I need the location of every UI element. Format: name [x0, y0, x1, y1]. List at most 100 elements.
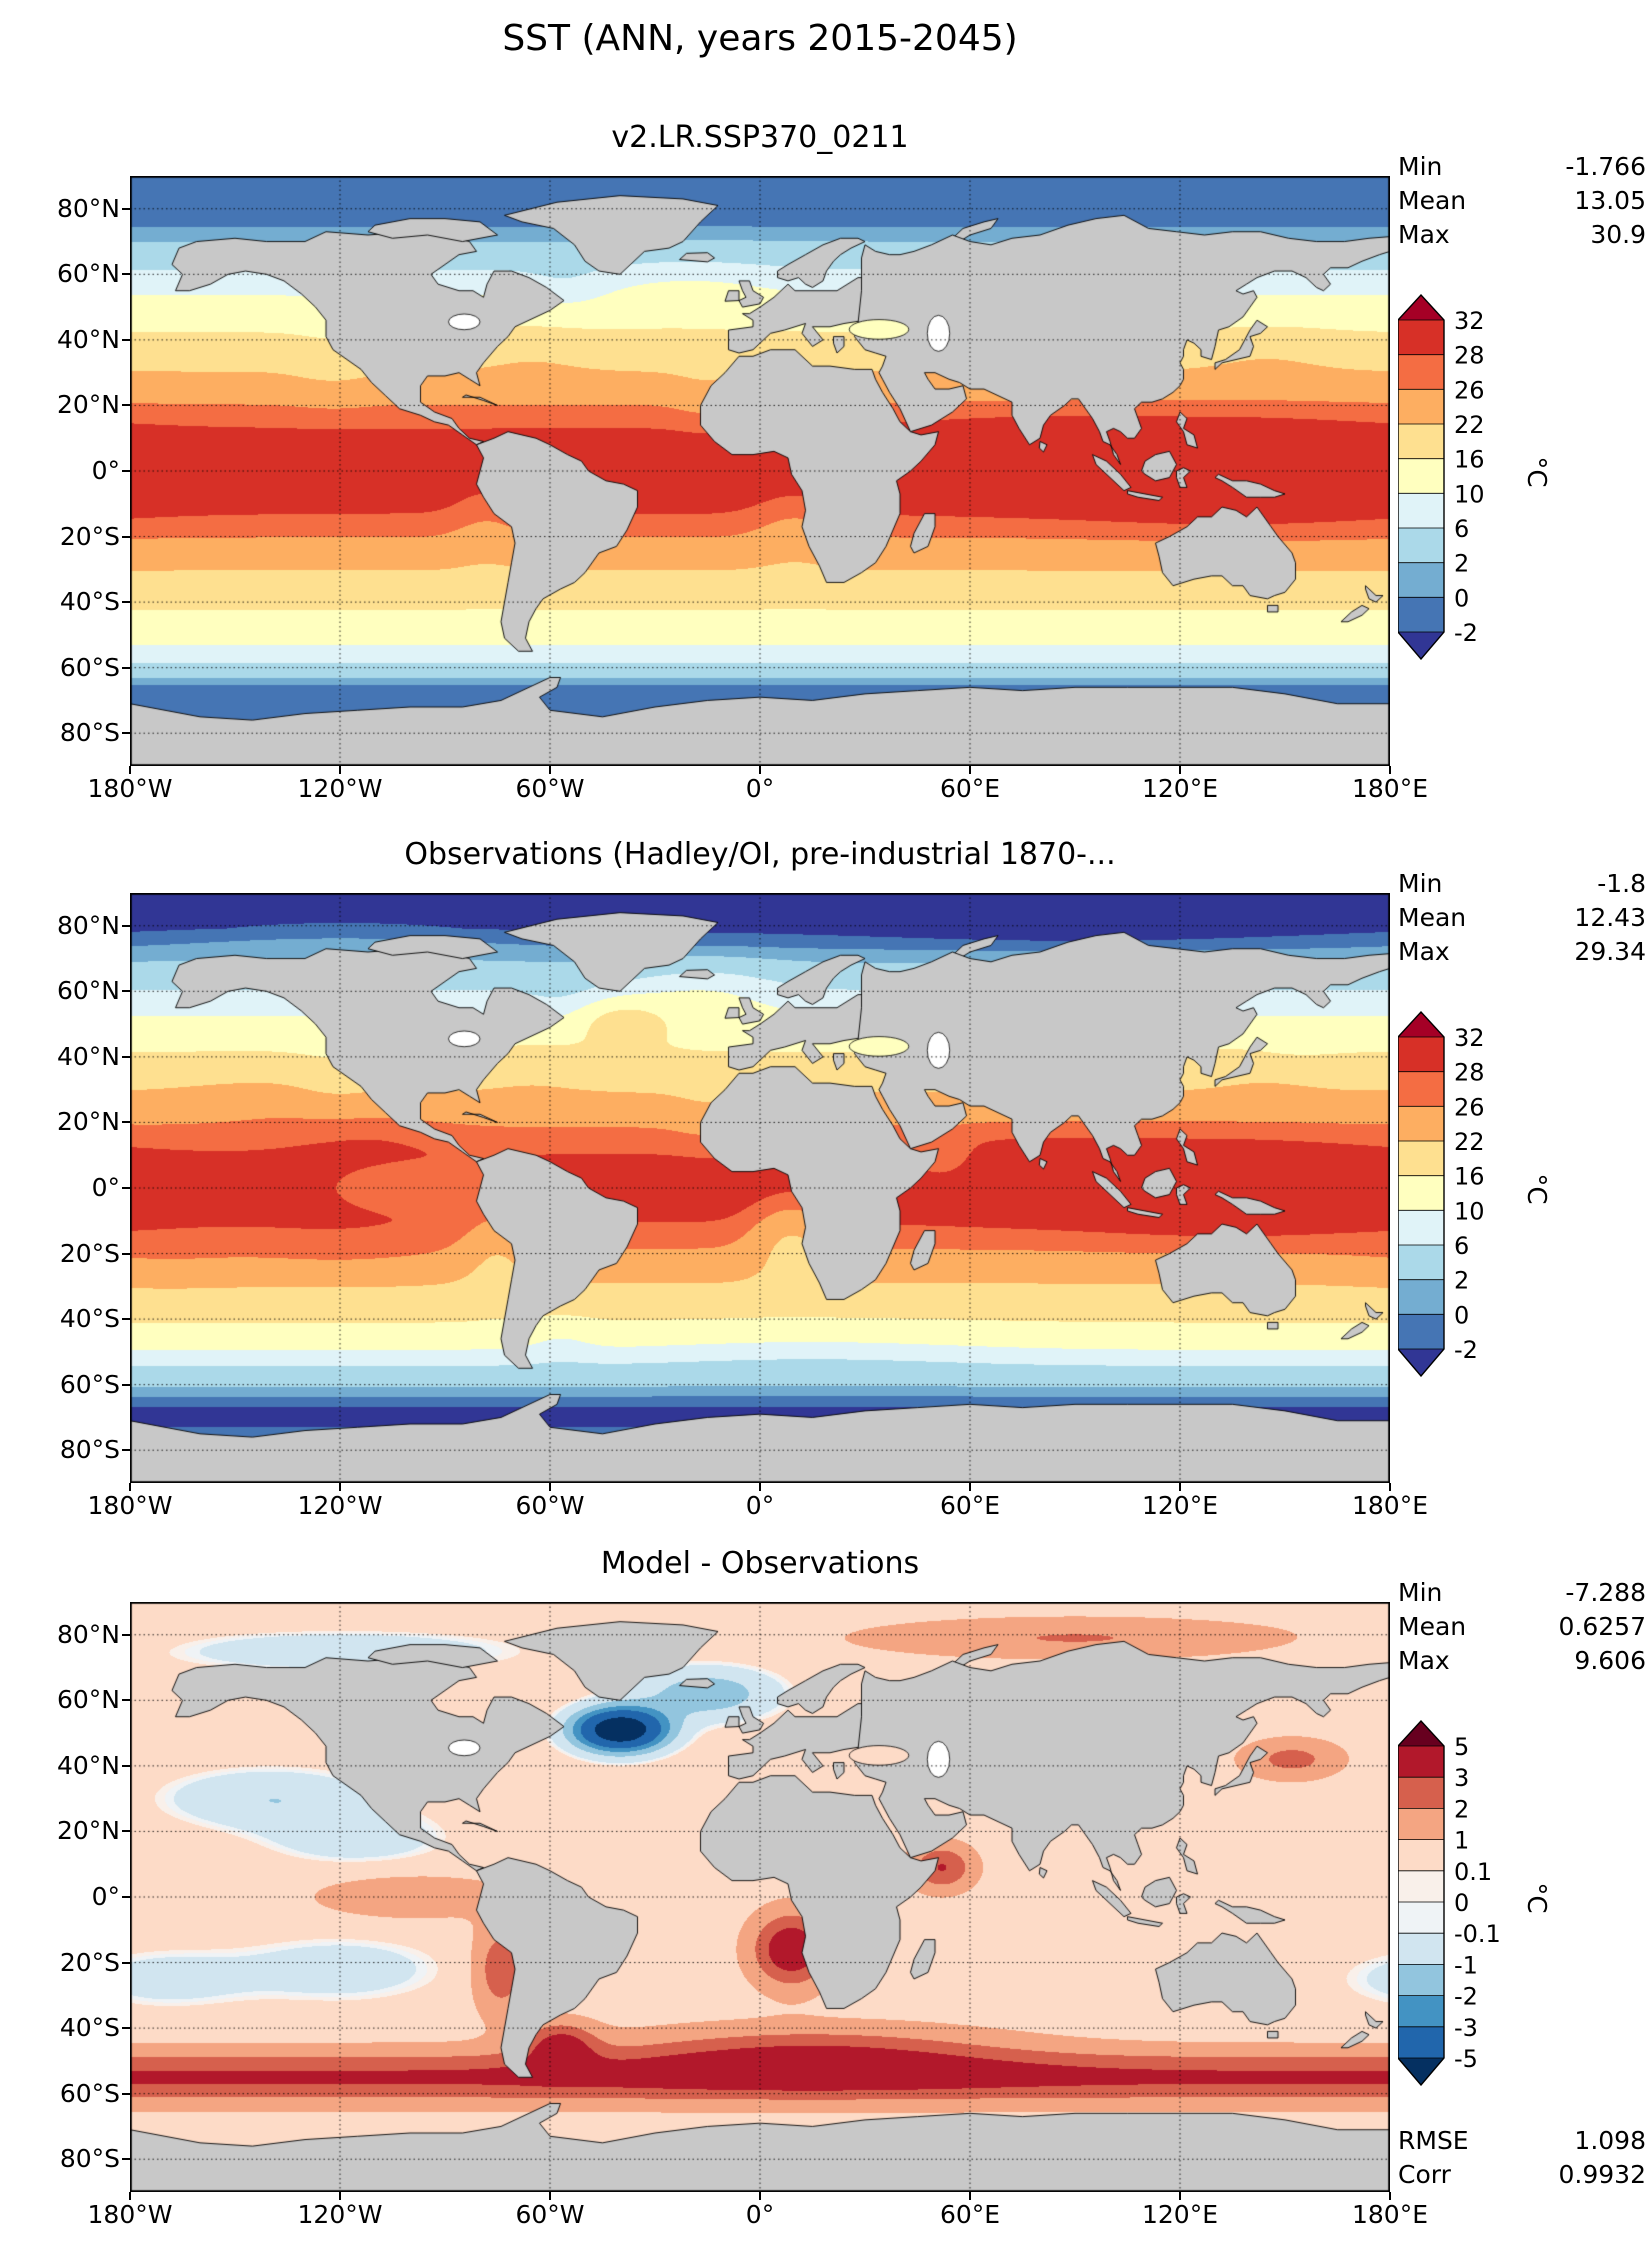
- x-tick-mark: [1389, 2192, 1391, 2200]
- y-tick-mark: [122, 207, 130, 210]
- y-tick-mark: [122, 338, 130, 341]
- colorbar-tick-label: 0: [1454, 584, 1469, 612]
- x-tick-label: 60°E: [939, 2200, 1001, 2229]
- stat-label: Max: [1398, 937, 1450, 966]
- metric-value: 0.9932: [1558, 2160, 1646, 2189]
- x-tick-mark: [1389, 766, 1391, 774]
- x-tick-label: 120°E: [1141, 2200, 1218, 2229]
- metric-value: 1.098: [1574, 2126, 1646, 2155]
- stat-label: Min: [1398, 1578, 1443, 1607]
- y-tick-label: 20°N: [56, 1816, 120, 1846]
- y-tick-mark: [122, 601, 130, 604]
- y-tick-label: 60°N: [56, 1685, 120, 1715]
- y-tick-label: 40°S: [59, 2013, 120, 2043]
- colorbar-svg: 5 3 2 1 0.1 0 -0.1 -1 -2 -3 -5: [1397, 1719, 1501, 2087]
- colorbar-tick-label: -3: [1454, 2014, 1478, 2042]
- x-tick-label: 180°W: [87, 774, 173, 803]
- x-tick-label: 60°W: [515, 2200, 585, 2229]
- x-tick-mark: [759, 1483, 761, 1491]
- colorbar-tick-label: -2: [1454, 1983, 1478, 2011]
- stat-min: Min -7.288: [1398, 1576, 1646, 1610]
- stat-max: Max 29.34: [1398, 935, 1646, 969]
- y-tick-mark: [122, 2158, 130, 2161]
- y-tick-mark: [122, 470, 130, 472]
- y-tick-mark: [122, 1961, 130, 1964]
- x-axis-difference: 180°W 120°W 60°W 0° 60°E 120°E 180°E: [88, 2200, 1428, 2234]
- colorbar-tick-label: 0.1: [1454, 1858, 1492, 1886]
- stat-value: 13.05: [1574, 186, 1646, 215]
- y-tick-mark: [122, 404, 130, 407]
- colorbar-tick-label: 0: [1454, 1301, 1469, 1329]
- colorbar-tick-label: -5: [1454, 2045, 1478, 2073]
- x-tick-mark: [549, 2192, 551, 2200]
- colorbar-tick-label: -2: [1454, 1336, 1478, 1364]
- x-tick-mark: [1179, 766, 1181, 774]
- metrics-block: RMSE 1.098 Corr 0.9932: [1398, 2124, 1646, 2192]
- stats-block-model: Min -1.766 Mean 13.05 Max 30.9: [1398, 150, 1646, 252]
- colorbar-tick-label: 28: [1454, 342, 1485, 370]
- x-tick-label: 60°W: [515, 774, 585, 803]
- y-tick-label: 0°: [91, 1882, 120, 1911]
- stat-mean: Mean 13.05: [1398, 184, 1646, 218]
- x-axis-observations: 180°W 120°W 60°W 0° 60°E 120°E 180°E: [88, 1491, 1428, 1525]
- panel-observations-title: Observations (Hadley/OI, pre-industrial …: [404, 837, 1116, 872]
- colorbar-tick-label: 26: [1454, 1093, 1485, 1121]
- y-tick-mark: [122, 2027, 130, 2030]
- x-tick-mark: [339, 2192, 341, 2200]
- y-tick-label: 60°N: [56, 976, 120, 1006]
- figure-title: SST (ANN, years 2015-2045): [502, 18, 1018, 59]
- map-canvas-observations: [130, 893, 1390, 1483]
- stat-mean: Mean 12.43: [1398, 901, 1646, 935]
- colorbar-tick-label: 16: [1454, 446, 1485, 474]
- colorbar-tick-label: 0: [1454, 1889, 1469, 1917]
- x-tick-label: 180°E: [1351, 2200, 1428, 2229]
- metric-label: Corr: [1398, 2160, 1451, 2189]
- colorbar-tick-label: 6: [1454, 515, 1469, 543]
- metric-label: RMSE: [1398, 2126, 1469, 2155]
- y-tick-mark: [122, 990, 130, 993]
- x-tick-label: 120°W: [297, 774, 383, 803]
- y-axis-observations: 80°N 60°N 40°N 20°N 0° 20°S 40°S 60°S 80°S: [0, 893, 120, 1483]
- x-tick-mark: [1389, 1483, 1391, 1491]
- y-tick-mark: [122, 1252, 130, 1255]
- map-plot-observations: 80°N 60°N 40°N 20°N 0° 20°S 40°S 60°S 80°S: [57, 893, 1391, 1491]
- x-tick-label: 0°: [745, 1491, 775, 1520]
- y-tick-label: 80°N: [56, 1619, 120, 1649]
- stat-label: Max: [1398, 220, 1450, 249]
- y-tick-label: 60°S: [59, 2078, 120, 2108]
- x-tick-mark: [549, 766, 551, 774]
- x-tick-label: 180°E: [1351, 774, 1428, 803]
- x-tick-mark: [759, 2192, 761, 2200]
- colorbar-tick-label: -1: [1454, 1951, 1478, 1979]
- x-tick-label: 0°: [745, 774, 775, 803]
- y-tick-label: 60°S: [59, 652, 120, 682]
- colorbar-tick-label: 1: [1454, 1827, 1469, 1855]
- stat-min: Min -1.8: [1398, 867, 1646, 901]
- stat-value: 12.43: [1574, 903, 1646, 932]
- colorbar-tick-label: 32: [1454, 1024, 1485, 1052]
- y-tick-label: 60°S: [59, 1369, 120, 1399]
- x-tick-mark: [969, 1483, 971, 1491]
- stats-block-observations: Min -1.8 Mean 12.43 Max 29.34: [1398, 867, 1646, 969]
- stat-label: Mean: [1398, 903, 1467, 932]
- y-tick-mark: [122, 1830, 130, 1833]
- stat-value: 0.6257: [1558, 1612, 1646, 1641]
- x-tick-label: 120°E: [1141, 1491, 1218, 1520]
- colorbar-unit-model: °C: [1521, 456, 1551, 488]
- y-tick-mark: [122, 1449, 130, 1452]
- x-tick-mark: [969, 2192, 971, 2200]
- colorbar-tick-label: 26: [1454, 376, 1485, 404]
- stat-value: 29.34: [1574, 937, 1646, 966]
- y-tick-mark: [122, 1318, 130, 1321]
- y-tick-label: 80°N: [56, 910, 120, 940]
- map-canvas-difference: [130, 1602, 1390, 2192]
- x-tick-label: 120°E: [1141, 774, 1218, 803]
- x-tick-label: 60°W: [515, 1491, 585, 1520]
- y-tick-label: 60°N: [56, 259, 120, 289]
- stat-mean: Mean 0.6257: [1398, 1610, 1646, 1644]
- colorbar-tick-label: 32: [1454, 307, 1485, 335]
- y-tick-mark: [122, 1187, 130, 1189]
- y-tick-mark: [122, 1764, 130, 1767]
- y-tick-label: 40°N: [56, 1041, 120, 1071]
- y-tick-label: 80°S: [59, 2144, 120, 2174]
